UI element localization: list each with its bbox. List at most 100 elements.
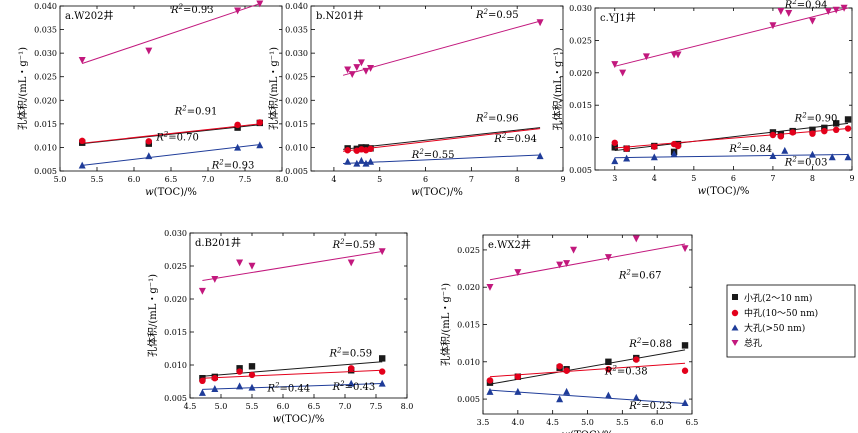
- data-point-large: [78, 161, 86, 169]
- y-tick-label: 0.020: [285, 96, 308, 105]
- r2-label: R2=0.88: [628, 337, 672, 350]
- r2-superscript: 2: [736, 142, 742, 150]
- y-tick-label: 0.005: [457, 395, 480, 404]
- panel-title: a.W202井: [65, 9, 114, 22]
- r2-symbol: R: [604, 366, 613, 377]
- data-point-large: [781, 146, 789, 154]
- fit-line-total: [342, 20, 541, 76]
- r2-symbol: R: [475, 10, 484, 21]
- r2-label: R2=0.70: [155, 130, 199, 143]
- data-point-large: [604, 391, 612, 399]
- data-point-medium: [344, 147, 351, 154]
- x-tick-label: 4.0: [511, 418, 524, 427]
- x-axis-label-text: (TOC)/%: [154, 187, 197, 198]
- data-point-total: [234, 7, 242, 15]
- legend-marker-total: [731, 340, 739, 346]
- x-tick-label: 6.5: [165, 175, 178, 184]
- x-axis-label-prefix: w: [562, 430, 571, 433]
- r2-label: R2=0.93: [170, 3, 214, 16]
- series-medium: [486, 356, 689, 384]
- r2-symbol: R: [628, 339, 637, 350]
- fit-line-small: [82, 124, 260, 145]
- y-tick-label: 0.035: [285, 26, 308, 35]
- data-point-large: [236, 382, 244, 390]
- data-point-large: [611, 157, 619, 165]
- data-point-large: [367, 157, 375, 165]
- y-tick-label: 0.010: [34, 143, 57, 152]
- data-point-total: [362, 67, 370, 75]
- r2-superscript: 2: [418, 148, 424, 156]
- data-point-large: [632, 393, 640, 401]
- data-point-medium: [367, 145, 374, 153]
- r2-value: =0.93: [183, 5, 214, 16]
- series-large: [611, 146, 852, 165]
- r2-value: =0.94: [797, 0, 828, 11]
- data-point-medium: [248, 371, 256, 379]
- panel-title: e.WX2井: [488, 238, 531, 251]
- data-point-total: [347, 259, 355, 267]
- data-point-large: [844, 153, 852, 161]
- x-tick-label: 7: [770, 174, 775, 183]
- plot-frame: [594, 7, 853, 171]
- data-point-medium: [145, 138, 152, 145]
- x-tick-label: 5.0: [215, 402, 228, 411]
- r2-superscript: 2: [501, 132, 507, 140]
- y-tick-label: 0.010: [569, 134, 592, 143]
- data-point-total: [619, 69, 627, 77]
- data-point-total: [556, 261, 564, 269]
- x-tick-label: 9: [849, 174, 854, 183]
- series-large: [343, 152, 544, 167]
- data-point-total: [198, 287, 206, 295]
- r2-label: R2=0.59: [332, 238, 376, 251]
- r2-label: R2=0.84: [728, 142, 772, 155]
- legend: 小孔(2～10 nm) 中孔(10～50 nm) 大孔(>50 nm) 总孔: [726, 284, 856, 358]
- x-tick-label: 4: [331, 175, 336, 184]
- x-axis-label-prefix: w: [273, 414, 282, 425]
- data-point-medium: [379, 368, 386, 375]
- y-tick-label: 0.005: [285, 167, 308, 176]
- data-point-total: [145, 47, 153, 55]
- data-point-small: [844, 116, 852, 123]
- legend-label-small: 小孔(2～10 nm): [744, 293, 812, 304]
- x-axis-label-text: (TOC)/%: [570, 430, 613, 433]
- data-point-large: [344, 157, 352, 165]
- r2-symbol: R: [784, 157, 793, 168]
- x-tick-label: 5.0: [581, 418, 594, 427]
- y-tick-label: 0.040: [285, 2, 308, 11]
- data-point-large: [198, 389, 206, 396]
- r2-value: =0.84: [741, 144, 772, 155]
- r2-value: =0.55: [424, 150, 455, 161]
- r2-superscript: 2: [339, 380, 345, 388]
- data-point-large: [362, 159, 370, 167]
- chart-panel-4: 4.5 5.0 5.5 6.0 6.5 7.0 7.5 8.0 0.005 0.010 0.015 0…: [147, 229, 413, 425]
- data-point-large: [211, 385, 219, 392]
- r2-label: R2=0.93: [211, 159, 255, 172]
- r2-label: R2=0.94: [493, 132, 537, 145]
- data-point-small: [248, 363, 256, 370]
- r2-value: =0.91: [187, 106, 218, 117]
- data-point-medium: [809, 130, 816, 137]
- data-point-medium: [769, 131, 777, 139]
- chart-panel-2: 4 5 6 7 8 9 0.005 0.010 0.015 0.020 0.025 0.030 0.03…: [268, 2, 566, 198]
- x-axis-label-text: (TOC)/%: [706, 186, 749, 197]
- data-point-medium: [844, 125, 852, 132]
- r2-label: R2=0.44: [267, 381, 311, 394]
- data-point-large: [623, 154, 631, 162]
- data-point-large: [353, 159, 361, 167]
- y-tick-label: 0.005: [164, 394, 187, 403]
- y-tick-label: 0.005: [34, 167, 57, 176]
- series-large: [78, 141, 264, 169]
- data-point-medium: [211, 375, 218, 382]
- fit-line-large: [343, 154, 541, 164]
- r2-symbol: R: [794, 113, 803, 124]
- r2-symbol: R: [628, 401, 637, 412]
- data-point-total: [256, 0, 264, 8]
- r2-symbol: R: [618, 270, 627, 281]
- panel-title: c.YJ1井: [600, 11, 636, 24]
- x-tick-label: 4.5: [184, 402, 197, 411]
- fit-line-total: [82, 3, 260, 64]
- data-point-medium: [79, 137, 86, 145]
- r2-value: =0.67: [631, 270, 662, 281]
- data-point-large: [378, 379, 386, 387]
